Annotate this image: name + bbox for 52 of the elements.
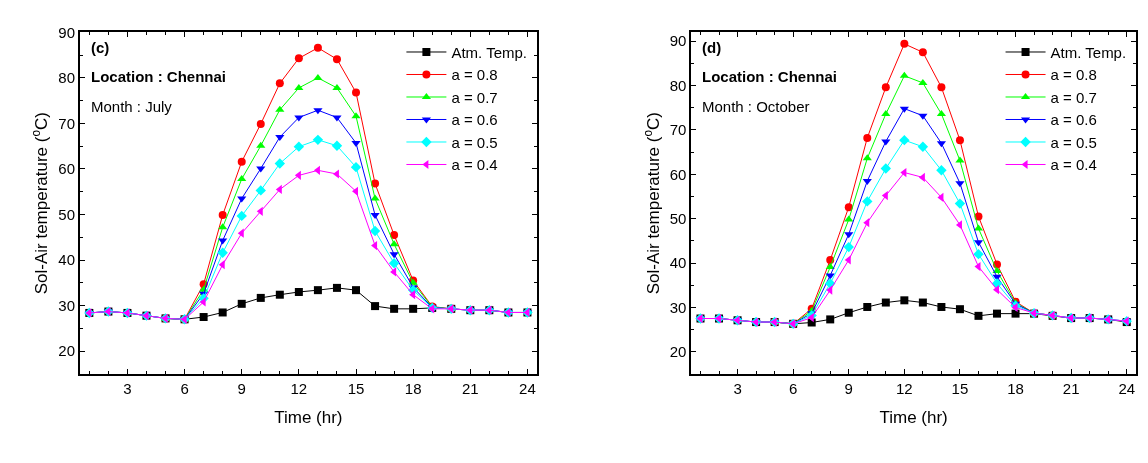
y-tick-label: 60 — [669, 165, 687, 183]
annotation: Location : Chennai — [702, 68, 837, 85]
y-tick-label: 50 — [58, 205, 76, 223]
y-tick-label: 90 — [669, 32, 687, 50]
x-tick-label: 24 — [1118, 379, 1136, 397]
annotation: (c) — [91, 39, 110, 56]
y-tick-label: 20 — [669, 343, 687, 361]
y-tick-label: 30 — [669, 298, 687, 316]
annotation: (d) — [702, 39, 722, 56]
legend-label: a = 0.5 — [451, 133, 498, 151]
legend-label: a = 0.7 — [451, 88, 498, 106]
x-axis-title: Time (hr) — [274, 407, 343, 427]
x-tick-label: 6 — [788, 379, 798, 397]
legend-label: a = 0.6 — [1050, 111, 1097, 129]
y-tick-label: 80 — [58, 69, 76, 87]
y-tick-label: 30 — [58, 296, 76, 314]
legend-label: a = 0.4 — [451, 156, 498, 174]
annotation: Month : October — [702, 98, 810, 115]
x-tick-label: 6 — [180, 379, 189, 397]
x-tick-label: 18 — [404, 379, 422, 397]
x-tick-label: 12 — [896, 379, 913, 397]
legend-label: a = 0.8 — [451, 66, 498, 84]
x-tick-label: 3 — [733, 379, 742, 397]
x-tick-label: 3 — [123, 379, 132, 397]
x-tick-label: 15 — [347, 379, 365, 397]
legend-label: a = 0.6 — [451, 111, 498, 129]
y-tick-label: 80 — [669, 76, 687, 94]
y-tick-label: 50 — [669, 209, 687, 227]
y-tick-label: 60 — [58, 160, 76, 178]
y-tick-label: 40 — [58, 251, 76, 269]
x-axis-title: Time (hr) — [879, 407, 948, 427]
x-tick-label: 21 — [1062, 379, 1080, 397]
y-tick-label: 20 — [58, 342, 76, 360]
x-tick-label: 21 — [461, 379, 479, 397]
x-tick-label: 9 — [844, 379, 853, 397]
x-tick-label: 18 — [1007, 379, 1024, 397]
legend-label: a = 0.4 — [1050, 156, 1097, 174]
y-tick-label: 70 — [58, 114, 76, 132]
x-tick-label: 24 — [519, 379, 536, 397]
legend-label: a = 0.5 — [1050, 133, 1097, 151]
x-tick-label: 12 — [290, 379, 308, 397]
x-tick-label: 9 — [237, 379, 246, 397]
legend-label: a = 0.7 — [1050, 88, 1097, 106]
legend-label: Atm. Temp. — [451, 43, 527, 61]
y-tick-label: 40 — [669, 254, 687, 272]
legend-label: Atm. Temp. — [1050, 43, 1127, 61]
annotation: Month : July — [91, 98, 173, 115]
legend-label: a = 0.8 — [1050, 66, 1097, 84]
x-tick-label: 15 — [951, 379, 969, 397]
y-tick-label: 70 — [669, 121, 687, 139]
y-tick-label: 90 — [58, 23, 76, 41]
annotation: Location : Chennai — [91, 68, 226, 85]
